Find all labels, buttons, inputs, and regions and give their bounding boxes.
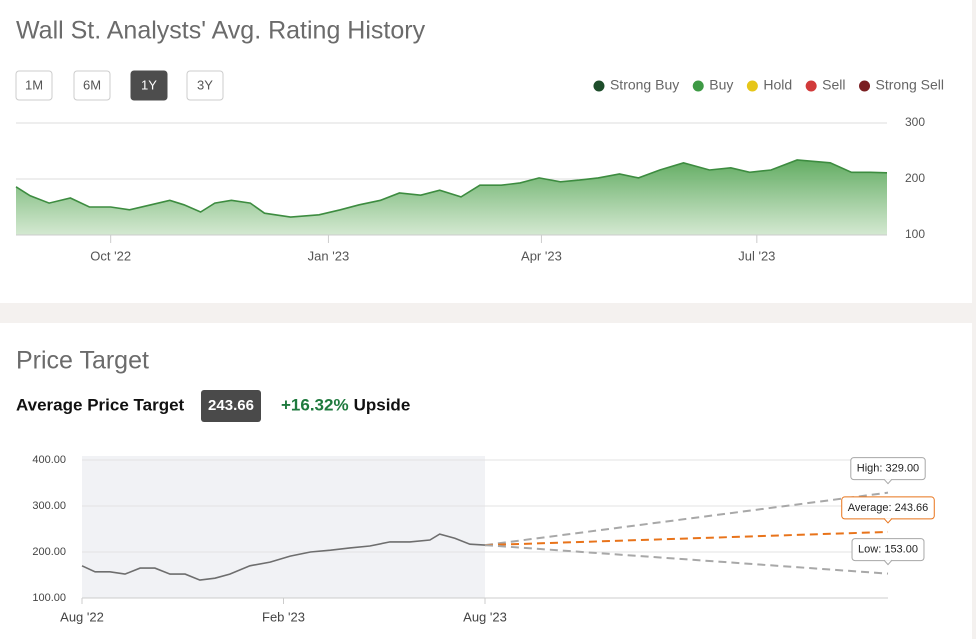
target-line [484, 530, 889, 547]
y-tick-label: 200.00 [32, 546, 66, 558]
x-tick-label: Apr '23 [521, 248, 562, 263]
legend-label: Hold [763, 77, 792, 93]
target-label: High: 329.00 [857, 463, 919, 475]
legend-label: Sell [822, 77, 845, 93]
upside: +16.32% [281, 395, 349, 414]
price-line [81, 533, 486, 581]
target-label: Average: 243.66 [848, 502, 929, 514]
target-label-pointer [883, 478, 893, 485]
legend-label: Strong Sell [876, 77, 944, 93]
upside-label: Upside [354, 395, 411, 414]
legend-swatch [805, 80, 817, 92]
target-line [484, 544, 889, 575]
legend-swatch [692, 80, 704, 92]
area [16, 160, 887, 235]
summary-label: Average Price Target [16, 395, 185, 414]
target-line [484, 491, 889, 547]
legend-label: Buy [709, 77, 733, 93]
x-tick-label: Aug '23 [463, 609, 507, 624]
legend-swatch [859, 80, 871, 92]
y-tick-label: 100 [905, 227, 925, 241]
summary-badge [201, 390, 261, 422]
x-tick-label: Jan '23 [308, 248, 350, 263]
range-button-label[interactable]: 1M [25, 77, 43, 92]
y-tick-label: 400.00 [32, 454, 66, 466]
chart-title: Price Target [16, 347, 149, 375]
chart-title: Wall St. Analysts' Avg. Rating History [16, 17, 426, 45]
range-button-label[interactable]: 3Y [197, 77, 213, 92]
history-shade [82, 456, 485, 598]
x-tick-label: Oct '22 [90, 248, 131, 263]
range-button[interactable] [130, 70, 168, 101]
x-tick-label: Jul '23 [738, 248, 775, 263]
legend-label: Strong Buy [610, 77, 679, 93]
x-tick-label: Feb '23 [262, 609, 305, 624]
range-button[interactable] [73, 70, 111, 101]
target-label-pointer [883, 559, 893, 566]
y-tick-label: 300 [905, 115, 925, 129]
area-line [15, 159, 888, 218]
x-tick-label: Aug '22 [60, 609, 104, 624]
page-edge [972, 0, 976, 639]
target-label: Low: 153.00 [858, 544, 918, 556]
y-tick-label: 100.00 [32, 592, 66, 604]
range-button-label[interactable]: 1Y [141, 77, 157, 92]
y-tick-label: 200 [905, 171, 925, 185]
legend-swatch [593, 80, 605, 92]
range-button[interactable] [15, 70, 53, 101]
summary-value: 243.66 [208, 397, 254, 414]
legend-swatch [746, 80, 758, 92]
target-label-pointer [883, 518, 893, 524]
range-button-label[interactable]: 6M [83, 77, 101, 92]
y-tick-label: 300.00 [32, 500, 66, 512]
range-button[interactable] [186, 70, 224, 101]
section-divider [0, 303, 976, 323]
